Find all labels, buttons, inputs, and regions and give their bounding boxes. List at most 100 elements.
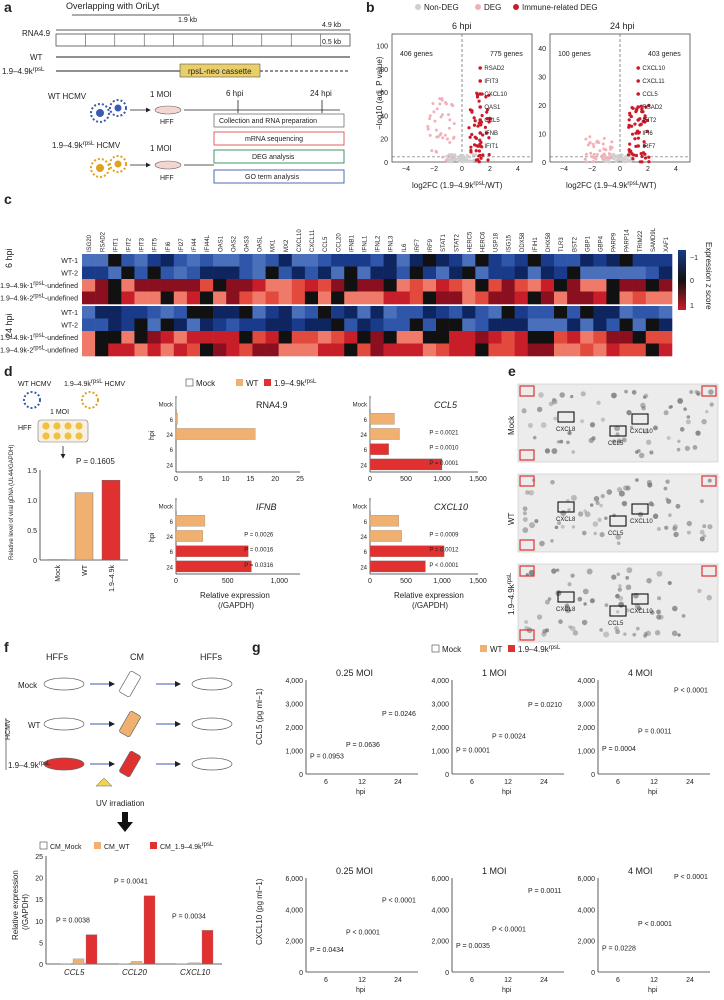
bar bbox=[188, 962, 201, 965]
legend-swatch bbox=[39, 841, 48, 850]
array-spot bbox=[593, 496, 600, 502]
gene-label: STAT1 bbox=[441, 234, 447, 252]
deg-point bbox=[598, 149, 602, 153]
xlabel: hpi bbox=[502, 789, 512, 796]
heatmap-cell bbox=[331, 318, 345, 332]
f-legend-mock: CM_Mock bbox=[50, 844, 82, 851]
array-spot bbox=[567, 582, 572, 587]
ytick-label: 5 bbox=[39, 940, 43, 947]
labeled-point bbox=[636, 131, 640, 135]
p-value: P = 0.0016 bbox=[244, 548, 274, 554]
step-label: mRNA sequencing bbox=[245, 136, 303, 143]
heatmap-cell bbox=[200, 254, 214, 267]
deg-point bbox=[428, 117, 432, 121]
immune-point bbox=[631, 106, 635, 111]
group-24hpi: 24 hpi bbox=[4, 313, 14, 338]
heatmap-cell bbox=[370, 306, 384, 319]
heatmap-cell bbox=[239, 279, 253, 292]
heatmap-cell bbox=[554, 343, 568, 357]
heatmap-cell bbox=[606, 318, 620, 332]
bar bbox=[369, 515, 399, 527]
bar bbox=[369, 545, 445, 557]
g-legend-mock: Mock bbox=[442, 645, 462, 654]
panel-label-e: e bbox=[508, 363, 516, 379]
heatmap-cell bbox=[554, 279, 568, 292]
array-spot bbox=[551, 568, 557, 574]
immune-point bbox=[469, 145, 473, 149]
deg-point bbox=[601, 142, 605, 146]
panel-f: f HFFs CM HFFs Mock WT 1.9–4.9krpsL HCMV… bbox=[4, 639, 233, 977]
labeled-point bbox=[636, 92, 640, 96]
d-wt-label: WT HCMV bbox=[18, 381, 52, 388]
heatmap-cell bbox=[252, 331, 266, 344]
array-spot bbox=[664, 525, 669, 530]
heatmap-cell bbox=[396, 331, 411, 344]
ytick-label: 20 bbox=[380, 137, 388, 144]
heatmap-cell bbox=[213, 254, 227, 267]
heatmap-cell bbox=[331, 254, 345, 267]
heatmap-cell bbox=[527, 254, 542, 267]
heatmap-cell bbox=[186, 279, 201, 292]
labeled-point bbox=[636, 79, 640, 83]
kb19-label: 1.9 kb bbox=[178, 17, 197, 24]
heatmap-cell bbox=[514, 279, 529, 292]
ytick-label: Mock bbox=[353, 403, 368, 409]
array-spot bbox=[564, 607, 569, 612]
deg-point bbox=[438, 102, 442, 106]
heatmap-cell bbox=[200, 331, 214, 344]
gene-label: OAS3 bbox=[245, 235, 251, 252]
heatmap-cell bbox=[436, 291, 450, 305]
immune-point bbox=[485, 110, 489, 114]
heatmap-cell bbox=[645, 306, 660, 319]
heatmap-cell bbox=[147, 318, 161, 332]
immune-point bbox=[627, 118, 631, 122]
heatmap-cell bbox=[252, 306, 266, 319]
deg-point bbox=[601, 157, 605, 161]
array-spot bbox=[597, 517, 602, 522]
immune-point bbox=[478, 138, 482, 142]
bar bbox=[175, 515, 206, 527]
bar bbox=[369, 560, 426, 573]
nondeg-point bbox=[603, 160, 607, 164]
heatmap-cell bbox=[580, 266, 594, 280]
xtick-label: 1,500 bbox=[469, 476, 487, 483]
heatmap-cell bbox=[606, 266, 620, 280]
cm-transfer-scheme bbox=[5, 670, 233, 787]
array-spot bbox=[705, 410, 709, 414]
zscore-tick: 1 bbox=[690, 303, 694, 310]
deg-point bbox=[604, 156, 608, 160]
ytick-label: 2,000 bbox=[577, 939, 595, 946]
gene-label: IRF9 bbox=[428, 238, 434, 252]
heatmap-cell bbox=[108, 331, 122, 344]
array-spot bbox=[591, 436, 596, 441]
gene-label: CXCL11 bbox=[310, 229, 316, 252]
volcano-title: 6 hpi bbox=[452, 21, 472, 31]
xlabel: hpi bbox=[648, 789, 658, 796]
array-spot bbox=[681, 613, 686, 618]
heatmap-cell bbox=[501, 306, 515, 319]
array-spot bbox=[580, 419, 585, 424]
legend-mock: Mock bbox=[196, 379, 216, 388]
array-spot bbox=[584, 511, 591, 518]
gene-label: IFNL3 bbox=[389, 235, 395, 252]
heatmap-cell bbox=[108, 306, 122, 319]
heatmap-cell bbox=[449, 331, 463, 344]
zscore-colorbar bbox=[678, 250, 686, 310]
heatmap-cell bbox=[213, 306, 227, 319]
immune-point bbox=[639, 104, 643, 108]
ytick-label: 0 bbox=[299, 772, 303, 779]
heatmap-cell bbox=[567, 279, 581, 292]
heatmap-cell bbox=[488, 279, 502, 292]
deg-point bbox=[608, 145, 612, 149]
heatmap-cell bbox=[370, 266, 384, 280]
heatmap-cell bbox=[357, 254, 371, 267]
heatmap-cell bbox=[409, 254, 424, 267]
immune-point bbox=[638, 123, 642, 127]
p-value: P = 0.1605 bbox=[76, 457, 115, 466]
heatmap-cell bbox=[252, 291, 266, 305]
heatmap-cell bbox=[186, 318, 201, 332]
tube-icon bbox=[119, 750, 141, 778]
array-membrane bbox=[517, 473, 719, 553]
dish-icon bbox=[43, 717, 85, 731]
spot-label: CXCL10 bbox=[630, 519, 653, 525]
